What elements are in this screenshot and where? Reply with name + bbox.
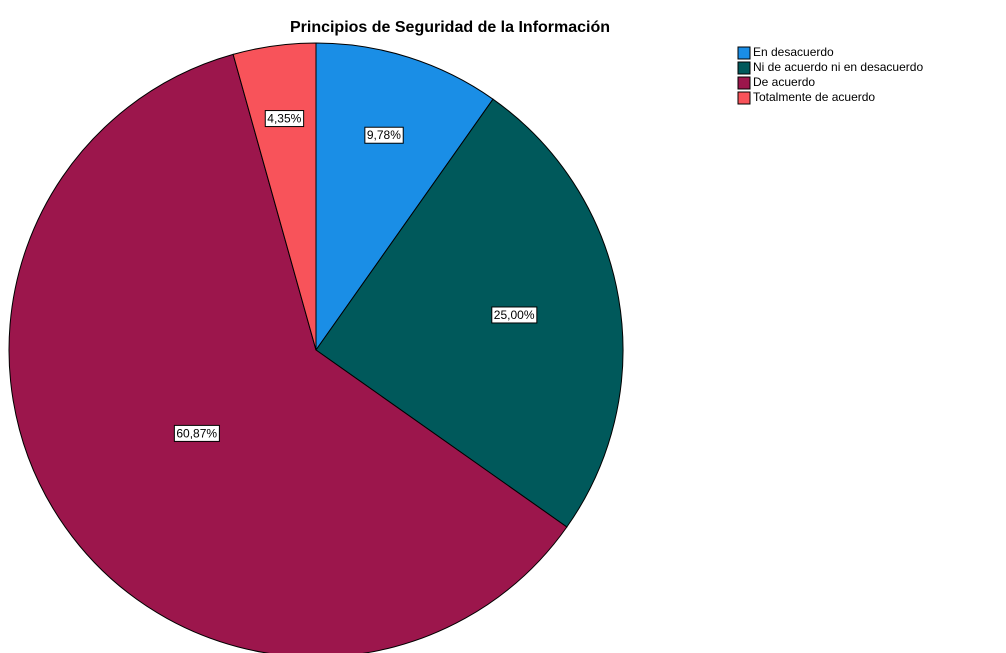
data-label-box: [264, 110, 305, 128]
legend-swatch: [737, 91, 751, 105]
data-label-box: [491, 306, 538, 324]
legend-label: De acuerdo: [753, 75, 815, 89]
data-label: 25,00%: [494, 308, 535, 322]
pie-slice: [315, 98, 624, 528]
data-label: 60,87%: [176, 426, 217, 440]
data-label: 4,35%: [267, 112, 301, 126]
legend-swatch: [737, 46, 751, 60]
pie-slice: [8, 53, 568, 653]
chart-title: Principios de Seguridad de la Informació…: [290, 19, 610, 36]
data-label: 9,78%: [367, 128, 401, 142]
legend-swatch: [737, 61, 751, 75]
legend-label: Ni de acuerdo ni en desacuerdo: [753, 60, 923, 74]
legend-swatch: [737, 76, 751, 90]
data-label-box: [173, 424, 220, 442]
data-label-box: [364, 126, 404, 144]
pie-slice: [315, 42, 494, 352]
legend-label: Totalmente de acuerdo: [753, 90, 875, 104]
legend-label: En desacuerdo: [753, 45, 834, 59]
